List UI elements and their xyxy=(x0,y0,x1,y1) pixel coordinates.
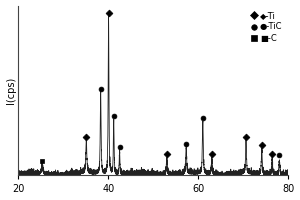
Legend: ◆-Ti, ●-TiC, ■-C: ◆-Ti, ●-TiC, ■-C xyxy=(248,10,284,44)
Y-axis label: I(cps): I(cps) xyxy=(6,77,16,104)
